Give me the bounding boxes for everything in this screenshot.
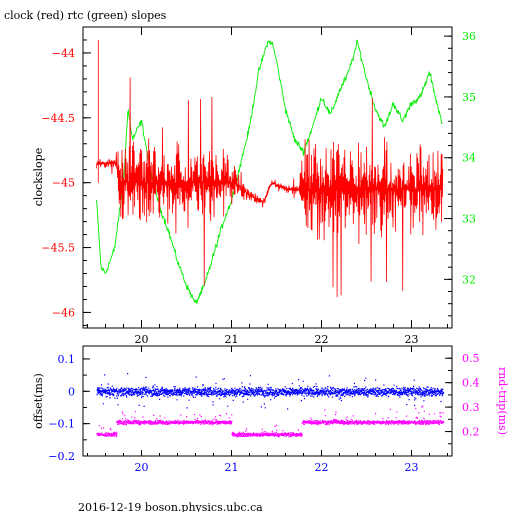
slopes-y2-tick-label: 32 [462, 273, 476, 286]
chart-title: clock (red) rtc (green) slopes [4, 9, 167, 22]
slopes-x-tick-label: 21 [225, 333, 239, 346]
offset-y2-tick-label: 0.2 [462, 426, 480, 439]
slopes-y2-tick-label: 36 [462, 30, 476, 43]
offset-y-axis-label: offset(ms) [32, 373, 45, 429]
round-trip-points [96, 405, 445, 438]
offset-y-tick-label: −0.1 [48, 418, 75, 431]
offset-axes: 20 21 22 23 0.1 0 −0.1 −0.2 0.2 0.3 0.4 0.5 [48, 345, 480, 474]
offset-y2-tick-label: 0.4 [462, 377, 480, 390]
slopes-x-tick-label: 20 [135, 333, 149, 346]
clock-slope-line [96, 40, 444, 298]
slopes-y-axis-label: clockslope [32, 148, 45, 206]
round-trip-y-axis-label: rnd-trip(ms) [496, 367, 509, 435]
offset-y-tick-label: −0.2 [48, 450, 75, 463]
offset-panel: 20 21 22 23 0.1 0 −0.1 −0.2 0.2 0.3 0.4 0.5 offset(… [32, 345, 509, 474]
slopes-y-tick-label: −45 [52, 177, 75, 190]
clock-slope-series-group [96, 40, 444, 298]
offset-x-tick-label: 22 [315, 461, 329, 474]
slopes-y2-tick-label: 33 [462, 213, 476, 226]
slopes-y-tick-label: −44.5 [41, 112, 75, 125]
slopes-x-tick-label: 23 [405, 333, 419, 346]
slopes-panel: 20 21 22 23 −44 −44.5 −45 −45.5 −46 32 33 34 35 36 cl… [32, 26, 476, 346]
slopes-y-tick-label: −45.5 [41, 242, 75, 255]
offset-y-tick-label: 0.1 [58, 353, 76, 366]
offset-plot-frame [82, 345, 453, 457]
slopes-y-tick-label: −44 [52, 47, 75, 60]
offset-series-group [96, 373, 445, 410]
offset-x-tick-label: 21 [225, 461, 239, 474]
round-trip-series-group [96, 405, 445, 438]
offset-x-tick-label: 23 [405, 461, 419, 474]
slopes-y2-tick-label: 35 [462, 91, 476, 104]
slopes-x-tick-label: 22 [315, 333, 329, 346]
offset-y2-tick-label: 0.3 [462, 401, 480, 414]
footer-hostname: 2016-12-19 boson.physics.ubc.ca [78, 501, 263, 512]
offset-points [96, 373, 445, 410]
offset-y-tick-label: 0 [68, 385, 75, 398]
slopes-axes: 20 21 22 23 −44 −44.5 −45 −45.5 −46 32 33 34 35 36 [41, 27, 476, 346]
slopes-y2-tick-label: 34 [462, 152, 476, 165]
slopes-y-tick-label: −46 [52, 306, 75, 319]
offset-x-tick-label: 20 [135, 461, 149, 474]
offset-y2-tick-label: 0.5 [462, 352, 480, 365]
